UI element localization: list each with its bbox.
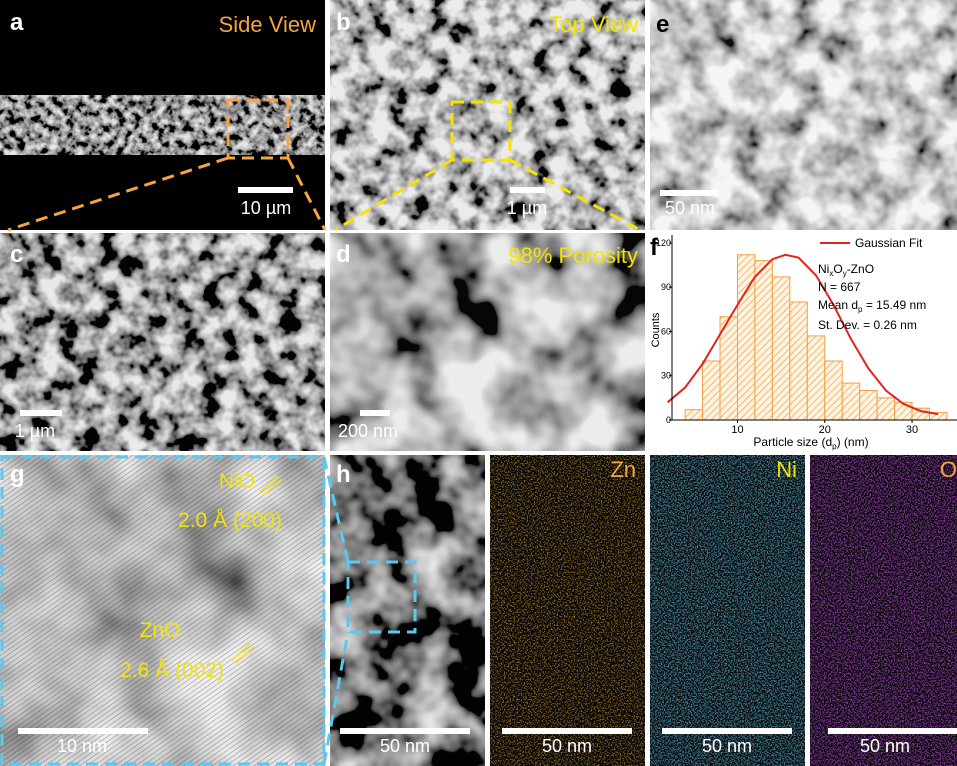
panel-title: Zn: [610, 457, 636, 482]
histogram-bar: [825, 361, 842, 420]
x-tick-label: 30: [906, 424, 918, 436]
text-part: ) (nm): [837, 435, 869, 449]
histogram-bar: [790, 302, 807, 420]
panel: O 50 nm: [810, 455, 957, 766]
y-tick-label: 120: [656, 238, 671, 248]
histogram-bar: [895, 402, 912, 420]
chart-annotation: N = 667: [818, 280, 861, 294]
scale-bar-label: 50 nm: [860, 736, 910, 756]
histogram-bar: [772, 277, 789, 420]
legend-label: Gaussian Fit: [855, 236, 923, 250]
scale-bar-label: 50 nm: [542, 736, 592, 756]
text-part: -ZnO: [847, 262, 874, 276]
panel-letter: g: [10, 461, 25, 488]
text-part: Particle size (d: [753, 435, 832, 449]
panel: d 98% Porosity 200 nm: [330, 233, 645, 451]
chart-text: NixOy-ZnO: [818, 262, 874, 278]
panel-letter: d: [336, 241, 351, 268]
figure: a Side View 10 µm b Top View 1 µm e 50 nm c 1 µm d…: [0, 0, 957, 766]
panel: c 1 µm: [0, 233, 325, 451]
scale-bar-label: 10 µm: [241, 198, 291, 218]
scale-bar-label: 10 nm: [57, 736, 107, 756]
lattice-annotation: NiO: [219, 470, 255, 493]
scale-bar-label: 200 nm: [338, 421, 398, 441]
scale-bar: [20, 410, 62, 416]
histogram-bar: [860, 390, 877, 420]
scale-bar-label: 50 nm: [702, 736, 752, 756]
panel-letter: a: [10, 9, 24, 36]
micrograph-texture: [650, 455, 805, 766]
y-axis-label: Counts: [650, 312, 662, 347]
micrograph-texture: [0, 95, 325, 155]
scale-bar-label: 1 µm: [507, 198, 547, 218]
x-tick-label: 10: [731, 424, 743, 436]
scale-bar: [238, 187, 293, 193]
histogram-bar: [703, 361, 720, 420]
histogram-bar: [755, 261, 772, 420]
panel: g NiO 2.0 Å (200) ZnO 2.6 Å (002) 10 nm: [0, 455, 325, 766]
y-tick-label: 30: [661, 371, 671, 381]
micrograph-texture: [330, 455, 485, 766]
panel-title: Side View: [219, 12, 317, 37]
histogram-bar: [912, 408, 929, 420]
histogram-bar: [842, 383, 859, 420]
micrograph-texture: [0, 233, 325, 451]
scale-bar-label: 50 nm: [380, 736, 430, 756]
text-part: Ni: [818, 262, 829, 276]
histogram-bar: [807, 336, 824, 420]
panel: a Side View 10 µm: [0, 0, 325, 230]
panel-letter: c: [10, 241, 23, 268]
scale-bar: [662, 728, 792, 734]
lattice-annotation: 2.0 Å (200): [178, 509, 282, 532]
histogram-bar: [877, 398, 894, 420]
lattice-annotation: 2.6 Å (002): [120, 659, 224, 682]
panel-letter: h: [336, 461, 351, 488]
scale-bar: [502, 728, 632, 734]
panel-letter: b: [336, 9, 351, 36]
panel-title: Ni: [776, 457, 797, 482]
histogram-bar: [685, 410, 702, 420]
panel-title: Top View: [549, 12, 638, 37]
scale-bar: [18, 728, 148, 734]
text-part: = 15.49 nm: [862, 298, 926, 312]
scale-bar: [360, 410, 390, 416]
page: a Side View 10 µm b Top View 1 µm e 50 nm c 1 µm d…: [0, 0, 957, 766]
text-part: Mean d: [818, 298, 858, 312]
scale-bar: [660, 190, 718, 196]
scale-bar: [510, 187, 545, 193]
chart-text: Particle size (dp) (nm): [753, 435, 868, 451]
panel: e 50 nm: [650, 0, 957, 230]
chart-text: Mean dp = 15.49 nm: [818, 298, 926, 314]
histogram-bar: [720, 317, 737, 420]
scale-bar: [828, 728, 957, 734]
panel: Ni 50 nm: [650, 455, 805, 766]
chart-annotation: St. Dev. = 0.26 nm: [818, 318, 917, 332]
panel-letter: e: [656, 11, 669, 38]
panel-title: 98% Porosity: [508, 243, 638, 268]
lattice-fringes: [0, 455, 325, 766]
scale-bar-label: 50 nm: [665, 198, 715, 218]
scale-bar: [340, 728, 470, 734]
micrograph-texture: [490, 455, 645, 766]
y-tick-label: 90: [661, 282, 671, 292]
lattice-annotation: ZnO: [140, 619, 181, 642]
panel-title: O: [940, 457, 957, 482]
panel: h 50 nm: [330, 455, 485, 766]
panel: b Top View 1 µm: [330, 0, 645, 230]
text-part: O: [833, 262, 842, 276]
y-tick-label: 0: [666, 415, 671, 425]
micrograph-texture: [810, 455, 957, 766]
y-tick-label: 60: [661, 326, 671, 336]
scale-bar-label: 1 µm: [15, 421, 55, 441]
panel: Zn 50 nm: [490, 455, 645, 766]
